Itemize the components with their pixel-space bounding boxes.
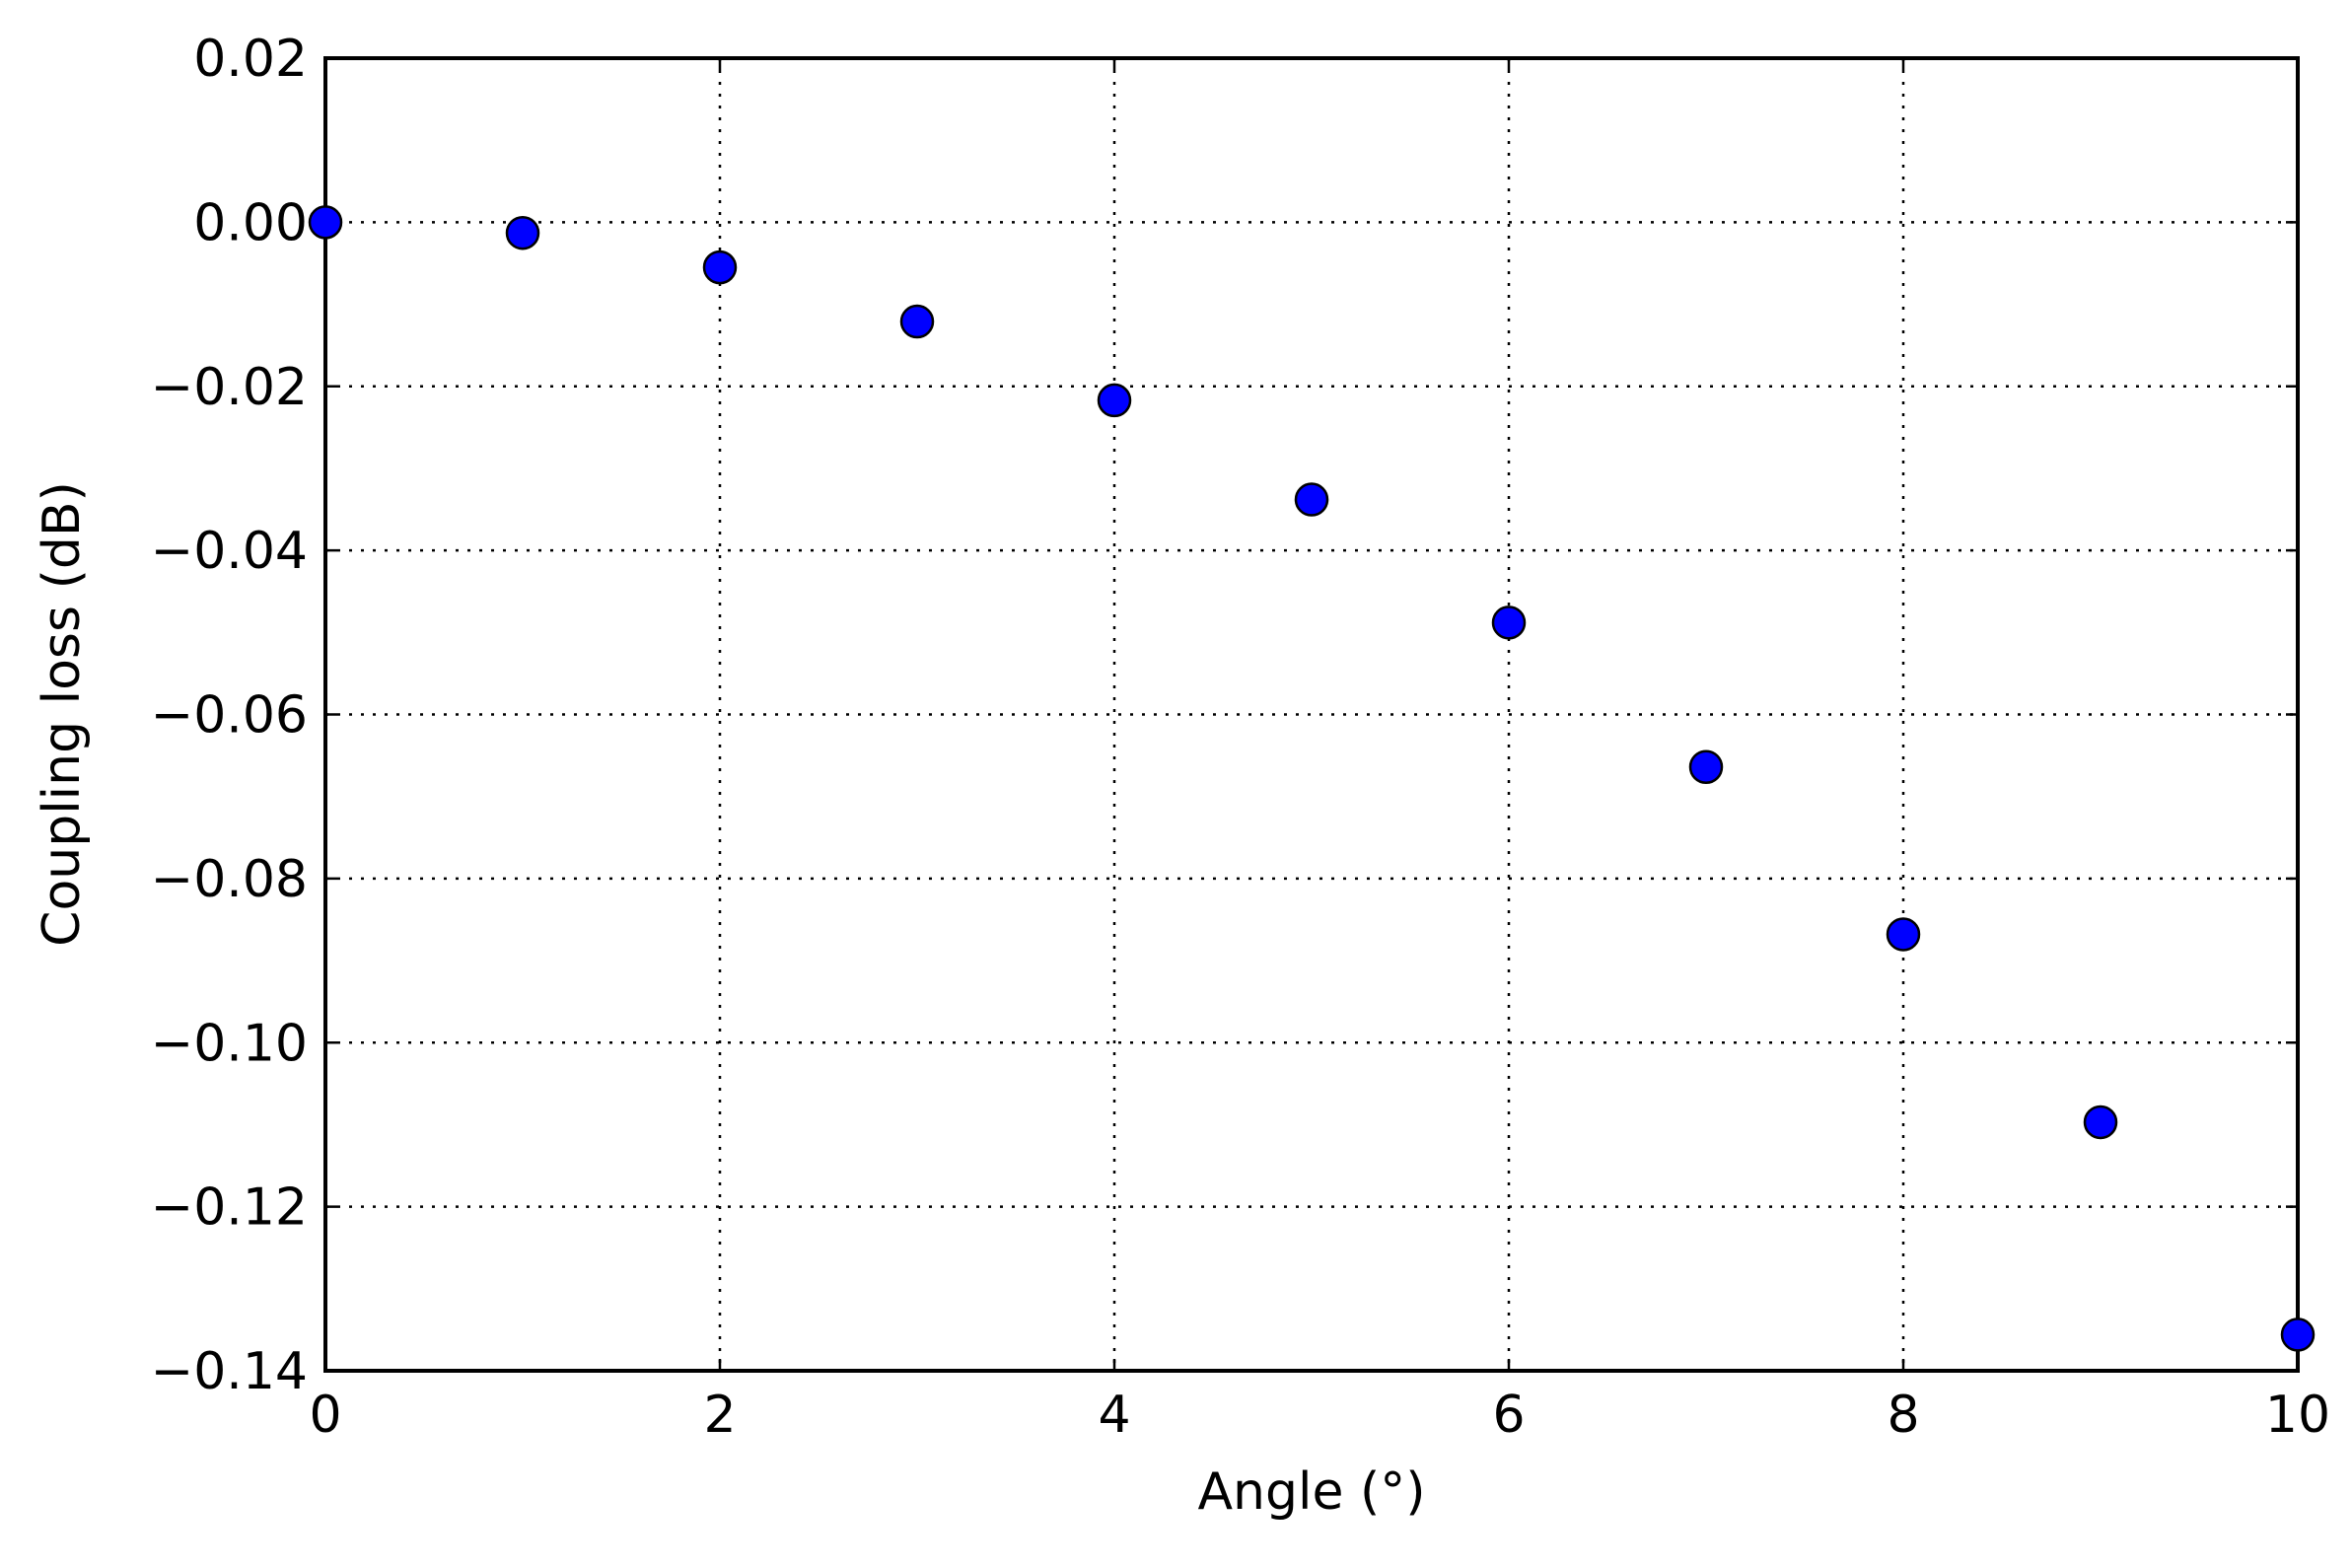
- x-axis-label: Angle (°): [1197, 1462, 1425, 1522]
- scatter-point: [2083, 1105, 2118, 1140]
- x-tick-label: 8: [1887, 1386, 1919, 1445]
- x-tick-label: 0: [309, 1386, 341, 1445]
- y-axis-label: Coupling loss (dB): [33, 481, 92, 947]
- scatter-point: [899, 304, 935, 339]
- scatter-point: [1097, 383, 1132, 418]
- y-tick-label: −0.04: [151, 522, 308, 581]
- x-tick-label: 4: [1098, 1386, 1130, 1445]
- scatter-point: [505, 215, 540, 250]
- y-tick-label: −0.06: [151, 686, 308, 746]
- y-tick-label: −0.10: [151, 1014, 308, 1073]
- x-tick-label: 2: [703, 1386, 736, 1445]
- x-tick-label: 6: [1492, 1386, 1525, 1445]
- y-tick-label: −0.08: [151, 850, 308, 909]
- plot-frame: [323, 56, 2300, 1373]
- scatter-point: [1688, 749, 1724, 784]
- scatter-point: [702, 249, 738, 285]
- x-tick-label: 10: [2265, 1386, 2330, 1445]
- y-tick-label: −0.14: [151, 1342, 308, 1401]
- y-tick-label: −0.12: [151, 1178, 308, 1238]
- y-tick-label: −0.02: [151, 358, 308, 417]
- scatter-point: [2280, 1318, 2316, 1352]
- y-tick-label: 0.00: [193, 193, 308, 252]
- scatter-point: [1294, 482, 1329, 517]
- scatter-point: [1491, 606, 1527, 640]
- scatter-point: [1886, 917, 1921, 952]
- y-tick-label: 0.02: [193, 30, 308, 89]
- scatter-point: [308, 205, 343, 240]
